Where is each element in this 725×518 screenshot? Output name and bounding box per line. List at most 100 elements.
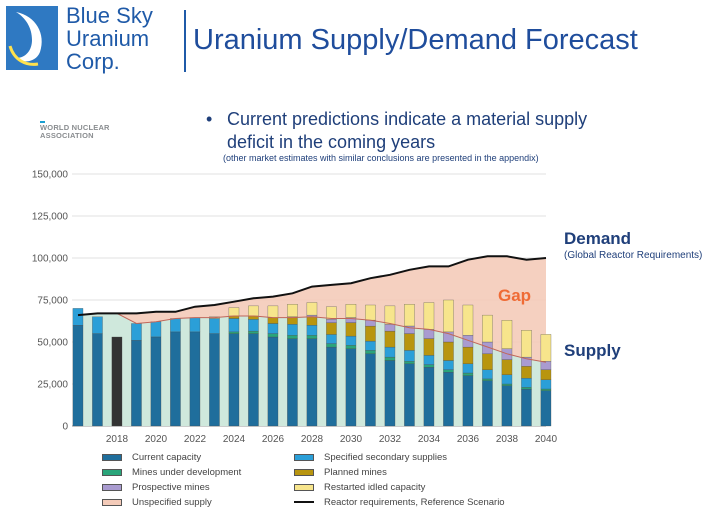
legend-label: Specified secondary supplies: [324, 452, 448, 463]
source-logo-mark: [40, 121, 45, 123]
bar-mines-under-development: [248, 330, 259, 334]
y-tick-label: 150,000: [32, 170, 69, 181]
x-tick-label: 2024: [223, 434, 246, 445]
source-logo: WORLD NUCLEAR ASSOCIATION: [40, 124, 110, 140]
bar-restarted-idled: [345, 304, 357, 318]
bar-specified-secondary: [521, 377, 532, 388]
bar-specified-secondary: [92, 316, 103, 334]
legend-swatch: [102, 483, 122, 491]
legend-label: Prospective mines: [132, 482, 210, 493]
legend-swatch: [294, 483, 314, 491]
legend-item: Prospective mines: [102, 482, 210, 493]
demand-sublabel: (Global Reactor Requirements): [564, 250, 703, 261]
supply-line: [77, 312, 547, 363]
bar-mines-under-development: [228, 331, 240, 334]
gap-label: Gap: [498, 286, 532, 305]
bar-restarted-idled: [501, 320, 513, 349]
bar-restarted-idled: [228, 307, 240, 317]
bar-restarted-idled: [287, 304, 298, 317]
bar-prospective-mines: [423, 329, 435, 339]
demand-line: [77, 255, 547, 317]
bar-planned-mines: [501, 359, 513, 375]
bar-restarted-idled: [462, 304, 474, 336]
bar-mines-under-development: [443, 369, 454, 373]
bar-current-capacity: [384, 360, 396, 427]
bullet-symbol: •: [206, 109, 213, 129]
bar-prospective-mines: [540, 361, 552, 370]
legend-label: Current capacity: [132, 452, 202, 463]
bar-specified-secondary: [189, 317, 201, 333]
bar-specified-secondary: [443, 360, 454, 370]
bar-current-capacity: [111, 336, 123, 427]
y-tick-label: 75,000: [37, 296, 68, 307]
bar-current-capacity: [521, 388, 532, 427]
bar-planned-mines: [540, 369, 552, 380]
bar-current-capacity: [326, 346, 337, 427]
legend-item: Reactor requirements, Reference Scenario: [294, 497, 505, 508]
bar-current-capacity: [443, 372, 454, 427]
bar-restarted-idled: [443, 299, 454, 333]
bar-specified-secondary: [170, 318, 181, 333]
bar-specified-secondary: [209, 318, 220, 334]
legend-label: Mines under development: [132, 467, 242, 478]
bar-restarted-idled: [248, 305, 259, 317]
legend-item: Restarted idled capacity: [294, 482, 425, 493]
bar-specified-secondary: [306, 325, 318, 336]
legend-item: Specified secondary supplies: [294, 452, 447, 463]
bullet-note: (other market estimates with similar con…: [223, 153, 539, 163]
bar-restarted-idled: [521, 330, 532, 358]
bar-planned-mines: [482, 353, 493, 370]
x-tick-label: 2032: [379, 434, 402, 445]
legend-item: Unspecified supply: [102, 497, 212, 508]
bar-current-capacity: [267, 336, 279, 427]
bar-planned-mines: [267, 317, 279, 324]
brand-line: Corp.: [66, 49, 120, 74]
supply-label: Supply: [564, 341, 621, 360]
x-tick-label: 2036: [457, 434, 480, 445]
legend-label: Unspecified supply: [132, 497, 212, 508]
bar-mines-under-development: [462, 372, 474, 376]
demand-label: Demand: [564, 229, 632, 248]
bar-prospective-mines: [384, 324, 396, 332]
x-tick-label: 2022: [184, 434, 207, 445]
bar-planned-mines: [443, 341, 454, 361]
y-tick-label: 125,000: [32, 212, 69, 223]
bar-planned-mines: [365, 325, 376, 342]
bar-specified-secondary: [540, 379, 552, 390]
supply-demand-chart: 0 25,000 50,000 75,000 100,000 125,000 150,000…: [32, 170, 558, 446]
y-tick-label: 25,000: [37, 380, 68, 391]
bar-mines-under-development: [384, 356, 396, 361]
bar-planned-mines: [423, 338, 435, 356]
bar-mines-under-development: [345, 345, 357, 349]
x-tick-label: 2020: [145, 434, 168, 445]
bar-mines-under-development: [365, 350, 376, 354]
source-line: ASSOCIATION: [40, 131, 94, 140]
bar-specified-secondary: [326, 334, 337, 344]
brand-line: Uranium: [66, 26, 150, 51]
x-tick-label: 2028: [301, 434, 324, 445]
bar-specified-secondary: [228, 318, 240, 333]
legend-label: Restarted idled capacity: [324, 482, 426, 493]
bar-specified-secondary: [345, 335, 357, 346]
bar-mines-under-development: [267, 333, 279, 338]
bar-planned-mines: [345, 322, 357, 337]
bar-specified-secondary: [131, 323, 142, 341]
x-tick-label: 2040: [535, 434, 558, 445]
bar-current-capacity: [482, 380, 493, 427]
bar-prospective-mines: [326, 319, 337, 323]
bar-current-capacity: [92, 333, 103, 427]
bar-current-capacity: [72, 325, 84, 427]
bar-specified-secondary: [423, 355, 435, 365]
bar-current-capacity: [501, 385, 513, 427]
bar-current-capacity: [287, 338, 298, 427]
bar-current-capacity: [365, 353, 376, 427]
bar-planned-mines: [326, 322, 337, 335]
bar-current-capacity: [189, 331, 201, 427]
bar-restarted-idled: [404, 304, 415, 327]
bar-current-capacity: [131, 340, 142, 427]
bar-mines-under-development: [482, 378, 493, 381]
bar-restarted-idled: [365, 304, 376, 321]
chart-legend: Current capacity Specified secondary supp…: [102, 452, 542, 514]
bar-specified-secondary: [404, 350, 415, 362]
bar-restarted-idled: [423, 302, 435, 330]
